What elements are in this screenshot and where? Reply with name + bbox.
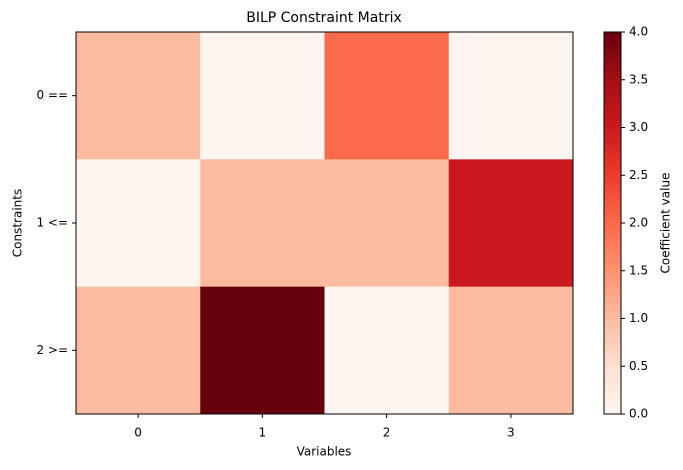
heatmap-cell — [76, 159, 201, 288]
x-tick-label: 1 — [259, 426, 267, 440]
colorbar-tick-label: 1.0 — [629, 311, 648, 325]
heatmap-cell — [76, 32, 201, 160]
x-tick-label: 3 — [507, 426, 515, 440]
heatmap-cell — [200, 286, 325, 415]
heatmap-cell — [448, 32, 574, 160]
x-tick-label: 2 — [383, 426, 391, 440]
heatmap-cell — [200, 32, 325, 160]
colorbar-tick-label: 2.5 — [629, 168, 648, 182]
chart-title: BILP Constraint Matrix — [246, 10, 402, 26]
colorbar-tick-label: 3.5 — [629, 72, 648, 86]
heatmap-cell — [448, 286, 574, 415]
heatmap-cell — [324, 286, 450, 415]
colorbar-tick-label: 3.0 — [629, 120, 648, 134]
colorbar — [603, 31, 622, 415]
heatmap-cell — [76, 286, 201, 415]
colorbar-tick-label: 1.5 — [629, 263, 648, 277]
x-axis-label: Variables — [297, 445, 352, 459]
colorbar-tick-label: 0.0 — [629, 407, 648, 421]
y-axis-label: Constraints — [11, 189, 25, 257]
colorbar-tick-label: 2.0 — [629, 216, 648, 230]
y-tick-label: 0 == — [36, 88, 68, 102]
colorbar-tick-label: 0.5 — [629, 359, 648, 373]
x-tick-label: 0 — [134, 426, 142, 440]
heatmap-cell — [200, 159, 325, 288]
y-tick-label: 1 <= — [36, 216, 68, 230]
heatmap-cell — [324, 159, 450, 288]
colorbar-tick-label: 4.0 — [629, 25, 648, 39]
heatmap-cell — [448, 159, 574, 288]
colorbar-label: Coefficient value — [659, 173, 673, 274]
heatmap-cell — [324, 32, 450, 160]
y-tick-label: 2 >= — [36, 343, 68, 357]
